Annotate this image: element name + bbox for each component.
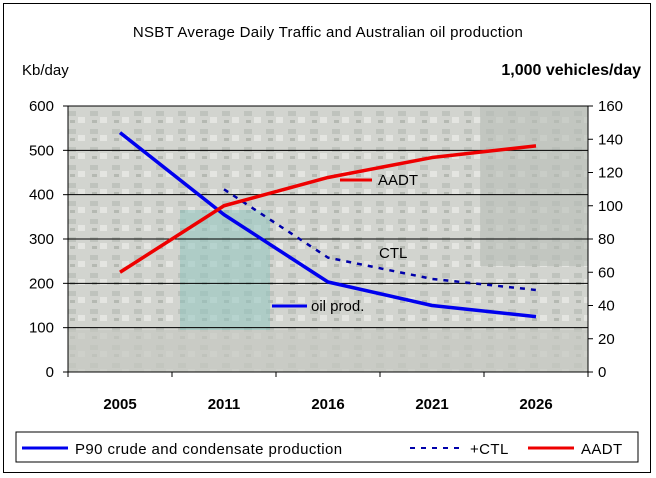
left-tick-label: 200: [29, 275, 54, 292]
axes: 0 100 200 300 400 500 600 0 20 40 60 80 100 120 140 160…: [29, 98, 623, 413]
ctl-series-label: CTL: [379, 245, 407, 262]
x-tick-label: 2016: [311, 396, 344, 413]
left-tick-label: 300: [29, 231, 54, 248]
chart-title: NSBT Average Daily Traffic and Australia…: [133, 24, 523, 41]
legend-label-ctl: +CTL: [470, 441, 509, 458]
right-tick-label: 100: [598, 198, 623, 215]
photo-bus: [180, 210, 270, 330]
left-axis-unit: Kb/day: [22, 62, 69, 79]
right-tick-label: 60: [598, 264, 615, 281]
series: AADT CTL oil prod.: [118, 131, 537, 319]
x-tick-label: 2026: [519, 396, 552, 413]
legend-label-p90-crude-and-condensate-production: P90 crude and condensate production: [75, 441, 343, 458]
aadt-series-label: AADT: [378, 172, 418, 189]
legend-label-aadt: AADT: [581, 441, 623, 458]
left-tick-label: 400: [29, 187, 54, 204]
right-tick-label: 40: [598, 298, 615, 315]
x-tick-label: 2021: [415, 396, 448, 413]
right-tick-label: 140: [598, 131, 623, 148]
series-line-ctl: [223, 188, 537, 292]
right-tick-label: 0: [598, 364, 606, 381]
right-tick-label: 120: [598, 165, 623, 182]
left-tick-label: 500: [29, 142, 54, 159]
oil-series-label: oil prod.: [311, 298, 364, 315]
left-tick-label: 100: [29, 320, 54, 337]
photo-building: [480, 106, 588, 266]
x-tick-label: 2005: [103, 396, 136, 413]
right-axis-unit: 1,000 vehicles/day: [501, 62, 641, 79]
x-tick-label: 2011: [208, 396, 241, 413]
photo-road: [68, 330, 588, 372]
right-tick-label: 160: [598, 98, 623, 115]
legend: P90 crude and condensate production +CTL A…: [15, 431, 639, 463]
right-tick-label: 80: [598, 231, 615, 248]
left-tick-label: 0: [46, 364, 54, 381]
right-tick-label: 20: [598, 331, 615, 348]
left-tick-label: 600: [29, 98, 54, 115]
